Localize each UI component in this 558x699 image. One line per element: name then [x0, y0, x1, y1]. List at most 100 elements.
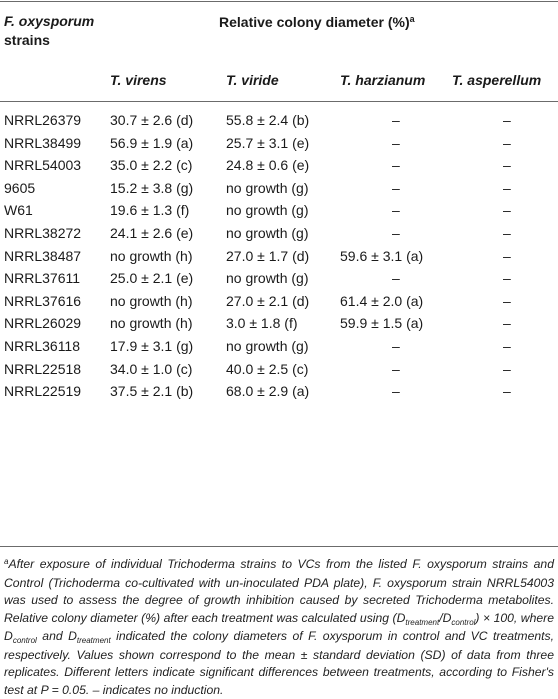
- table-row: NRRL38487 no growth (h) 27.0 ± 1.7 (d) 59.6…: [0, 245, 558, 267]
- col-header-harzianum: T. harzianum: [340, 72, 426, 88]
- harzianum-cell: 61.4 ± 2.0 (a): [340, 292, 424, 309]
- strain-cell: NRRL26379: [4, 112, 82, 128]
- harzianum-cell: –: [392, 157, 400, 174]
- table-row: NRRL54003 35.0 ± 2.2 (c) 24.8 ± 0.6 (e) – –: [0, 154, 558, 176]
- table-bottom-rule: [0, 546, 558, 547]
- virens-cell: 30.7 ± 2.6 (d): [110, 112, 194, 128]
- strains-header-species: F. oxysporum: [4, 13, 95, 29]
- virens-cell: 24.1 ± 2.6 (e): [110, 225, 194, 241]
- strains-header-word: strains: [4, 32, 50, 48]
- footnote-text-2: ) × 100, where D: [4, 610, 554, 644]
- viride-cell: 24.8 ± 0.6 (e): [226, 157, 310, 174]
- relative-diameter-header: Relative colony diameter (%)a: [219, 13, 415, 33]
- strain-cell: W61: [4, 202, 33, 219]
- virens-cell: 17.9 ± 3.1 (g): [110, 338, 194, 354]
- table-row: NRRL37616 no growth (h) 27.0 ± 2.1 (d) 61.4…: [0, 290, 558, 312]
- harzianum-cell: –: [392, 270, 400, 287]
- asperellum-cell: –: [503, 134, 511, 151]
- asperellum-cell: –: [503, 179, 511, 196]
- footnote-text-3: and D: [36, 629, 77, 643]
- viride-cell: no growth (g): [226, 270, 309, 287]
- viride-cell: 55.8 ± 2.4 (b): [226, 112, 310, 128]
- viride-cell: 40.0 ± 2.5 (c): [226, 360, 309, 377]
- table-row: NRRL26379 30.7 ± 2.6 (d) 55.8 ± 2.4 (b) – –: [0, 109, 558, 131]
- virens-cell: 56.9 ± 1.9 (a): [110, 134, 194, 151]
- table-row: NRRL36118 17.9 ± 3.1 (g) no growth (g) – –: [0, 335, 558, 357]
- table-row: NRRL22518 34.0 ± 1.0 (c) 40.0 ± 2.5 (c) – –: [0, 358, 558, 380]
- asperellum-cell: –: [503, 360, 511, 377]
- asperellum-cell: –: [503, 383, 511, 400]
- asperellum-cell: –: [503, 247, 511, 264]
- viride-cell: no growth (g): [226, 225, 309, 241]
- virens-cell: no growth (h): [110, 247, 193, 264]
- footnote-sub-treatment: treatment: [405, 617, 440, 627]
- virens-cell: 34.0 ± 1.0 (c): [110, 360, 193, 377]
- viride-cell: 27.0 ± 1.7 (d): [226, 247, 310, 264]
- asperellum-cell: –: [503, 270, 511, 287]
- harzianum-cell: –: [392, 112, 400, 128]
- footnote-sub-treatment-2: treatment: [76, 636, 111, 645]
- footnote-slash: /D: [439, 610, 452, 625]
- footnote-marker: a: [409, 14, 415, 24]
- harzianum-cell: –: [392, 179, 400, 196]
- asperellum-cell: –: [503, 112, 511, 128]
- table-footnote: aAfter exposure of individual Trichoderm…: [4, 556, 554, 699]
- harzianum-cell: 59.6 ± 3.1 (a): [340, 247, 424, 264]
- strain-cell: NRRL54003: [4, 157, 82, 174]
- table-row: 9605 15.2 ± 3.8 (g) no growth (g) – –: [0, 177, 558, 199]
- harzianum-cell: –: [392, 202, 400, 219]
- virens-cell: 25.0 ± 2.1 (e): [110, 270, 194, 287]
- footnote-sub-control-2: control: [12, 636, 37, 645]
- strain-cell: NRRL38272: [4, 225, 82, 241]
- strain-cell: NRRL22519: [4, 383, 82, 400]
- viride-cell: 3.0 ± 1.8 (f): [226, 315, 298, 332]
- harzianum-cell: –: [392, 225, 400, 241]
- virens-cell: 35.0 ± 2.2 (c): [110, 157, 193, 174]
- table-row: NRRL26029 no growth (h) 3.0 ± 1.8 (f) 59.9 …: [0, 312, 558, 334]
- harzianum-cell: –: [392, 134, 400, 151]
- strain-cell: NRRL37611: [4, 270, 81, 287]
- table-row: W61 19.6 ± 1.3 (f) no growth (g) – –: [0, 199, 558, 221]
- relative-diameter-label: Relative colony diameter (%): [219, 14, 410, 30]
- virens-cell: 19.6 ± 1.3 (f): [110, 202, 190, 219]
- asperellum-cell: –: [503, 315, 511, 332]
- footnote-text-1: After exposure of individual Trichoderma…: [4, 557, 554, 625]
- harzianum-cell: –: [392, 338, 400, 354]
- strain-cell: NRRL22518: [4, 360, 82, 377]
- table-header-rule: [0, 101, 558, 102]
- asperellum-cell: –: [503, 292, 511, 309]
- table-top-rule: [0, 1, 558, 2]
- table-row: NRRL38499 56.9 ± 1.9 (a) 25.7 ± 3.1 (e) – –: [0, 132, 558, 154]
- table-row: NRRL22519 37.5 ± 2.1 (b) 68.0 ± 2.9 (a) – –: [0, 380, 558, 402]
- virens-cell: no growth (h): [110, 292, 193, 309]
- viride-cell: 25.7 ± 3.1 (e): [226, 134, 310, 151]
- strain-cell: NRRL38487: [4, 247, 82, 264]
- col-header-asperellum: T. asperellum: [452, 72, 542, 88]
- footnote-sup: a: [4, 557, 9, 566]
- col-header-virens: T. virens: [110, 72, 167, 88]
- harzianum-cell: –: [392, 360, 400, 377]
- asperellum-cell: –: [503, 157, 511, 174]
- strain-cell: NRRL26029: [4, 315, 82, 332]
- strain-cell: NRRL36118: [4, 338, 81, 354]
- virens-cell: 15.2 ± 3.8 (g): [110, 179, 194, 196]
- strain-cell: 9605: [4, 179, 36, 196]
- table-row: NRRL38272 24.1 ± 2.6 (e) no growth (g) – –: [0, 222, 558, 244]
- virens-cell: no growth (h): [110, 315, 193, 332]
- virens-cell: 37.5 ± 2.1 (b): [110, 383, 194, 400]
- viride-cell: no growth (g): [226, 179, 309, 196]
- harzianum-cell: –: [392, 383, 400, 400]
- viride-cell: 68.0 ± 2.9 (a): [226, 383, 310, 400]
- asperellum-cell: –: [503, 338, 511, 354]
- viride-cell: 27.0 ± 2.1 (d): [226, 292, 310, 309]
- harzianum-cell: 59.9 ± 1.5 (a): [340, 315, 424, 332]
- table-row: NRRL37611 25.0 ± 2.1 (e) no growth (g) – –: [0, 267, 558, 289]
- asperellum-cell: –: [503, 225, 511, 241]
- viride-cell: no growth (g): [226, 338, 309, 354]
- strain-cell: NRRL37616: [4, 292, 82, 309]
- strains-column-header: F. oxysporum strains: [4, 12, 94, 50]
- strain-cell: NRRL38499: [4, 134, 82, 151]
- col-header-viride: T. viride: [226, 72, 279, 88]
- asperellum-cell: –: [503, 202, 511, 219]
- viride-cell: no growth (g): [226, 202, 309, 219]
